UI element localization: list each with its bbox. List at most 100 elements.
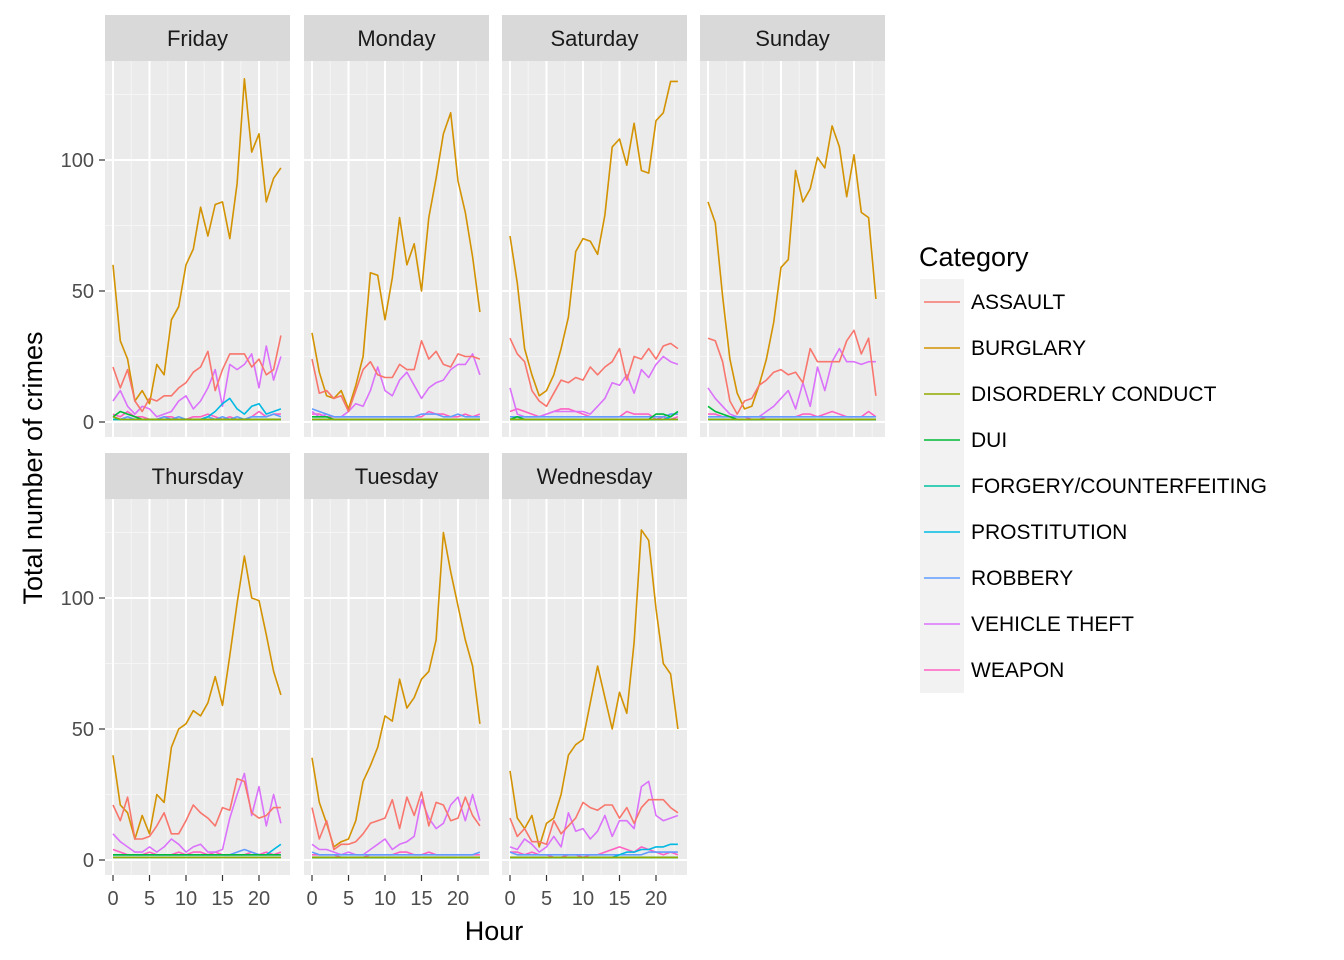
x-tick-label: 10 — [374, 888, 396, 910]
facet-strip — [502, 15, 687, 61]
series-line-burglary — [112, 555, 282, 840]
legend-label: VEHICLE THEFT — [971, 613, 1134, 636]
legend-label: ROBBERY — [971, 567, 1073, 590]
series-line-vehicle-theft — [112, 772, 282, 853]
series-line-robbery — [510, 413, 678, 418]
facet-panel-saturday: Saturday — [502, 15, 687, 437]
x-tick-label: 15 — [410, 888, 432, 910]
facet-strip — [304, 453, 489, 499]
facet-panel-tuesday: Tuesday — [304, 453, 489, 875]
x-axis-title: Hour — [465, 916, 524, 946]
y-tick-label: 0 — [83, 412, 94, 434]
facet-panel-wednesday: Wednesday — [502, 453, 687, 875]
legend: Category ASSAULT BURGLARY DISORDERLY CONDU… — [919, 242, 1267, 693]
series-lines — [509, 80, 679, 421]
panel-background — [700, 61, 885, 437]
facet-panel-monday: Monday — [304, 15, 489, 437]
legend-entry: WEAPON — [920, 647, 1064, 693]
series-line-vehicle-theft — [509, 780, 679, 853]
legend-entry: PROSTITUTION — [920, 509, 1127, 555]
panels-layer: Friday Monday Saturday Sunday Thursday Tuesda… — [105, 15, 885, 875]
legend-entry: BURGLARY — [920, 325, 1086, 371]
x-tick-label: 0 — [306, 888, 317, 910]
series-lines — [311, 531, 481, 859]
legend-label: WEAPON — [971, 659, 1064, 682]
series-line-burglary — [509, 80, 678, 397]
legend-entry: ASSAULT — [920, 279, 1065, 325]
legend-entry: DISORDERLY CONDUCT — [920, 371, 1217, 417]
gridlines — [304, 499, 489, 875]
series-line-burglary — [311, 531, 481, 848]
series-line-burglary — [311, 112, 481, 410]
series-lines — [707, 125, 877, 421]
y-axis-title: Total number of crimes — [18, 331, 48, 604]
series-line-disorderly-conduct — [112, 416, 281, 421]
facet-panel-sunday: Sunday — [700, 15, 885, 437]
facet-strip-label: Wednesday — [537, 464, 653, 489]
gridlines — [105, 499, 290, 875]
gridlines — [502, 61, 687, 437]
panel-background — [105, 61, 290, 437]
series-line-assault — [311, 791, 481, 851]
x-tick-label: 5 — [541, 888, 552, 910]
y-tick-label: 50 — [72, 719, 94, 741]
legend-entry: ROBBERY — [920, 555, 1073, 601]
series-line-robbery — [311, 851, 481, 856]
x-tick-label: 20 — [645, 888, 667, 910]
series-lines — [509, 529, 679, 859]
facet-strip — [105, 15, 290, 61]
legend-entry: FORGERY/COUNTERFEITING — [920, 463, 1267, 509]
legend-label: ASSAULT — [971, 291, 1065, 314]
series-line-assault — [311, 339, 481, 413]
facet-panel-friday: Friday — [105, 15, 290, 437]
x-axis-layer: 0 5 10 15 20 0 5 10 15 20 0 5 10 15 20 — [107, 875, 667, 910]
facet-strip-label: Friday — [167, 26, 228, 51]
gridlines — [105, 61, 290, 437]
facet-strip — [105, 453, 290, 499]
panel-background — [105, 499, 290, 875]
facet-strip — [700, 15, 885, 61]
x-tick-label: 5 — [144, 888, 155, 910]
legend-label: DUI — [971, 429, 1007, 452]
x-tick-label: 5 — [343, 888, 354, 910]
series-line-robbery — [311, 408, 480, 418]
series-line-vehicle-theft — [112, 345, 282, 418]
series-line-assault — [509, 798, 679, 846]
x-tick-label: 15 — [608, 888, 630, 910]
facet-strip-label: Saturday — [550, 26, 638, 51]
facet-strip-label: Thursday — [152, 464, 244, 489]
x-tick-label: 0 — [504, 888, 515, 910]
series-line-weapon — [112, 410, 281, 421]
series-lines — [311, 112, 481, 421]
facet-strip-label: Sunday — [755, 26, 830, 51]
y-tick-label: 50 — [72, 281, 94, 303]
x-tick-label: 10 — [175, 888, 197, 910]
x-tick-label: 15 — [211, 888, 233, 910]
legend-label: DISORDERLY CONDUCT — [971, 383, 1217, 406]
legend-entry: DUI — [920, 417, 1007, 463]
legend-label: PROSTITUTION — [971, 521, 1127, 544]
legend-title: Category — [919, 242, 1029, 272]
legend-items: ASSAULT BURGLARY DISORDERLY CONDUCT DUI FORG… — [920, 279, 1267, 693]
legend-entry: VEHICLE THEFT — [920, 601, 1134, 647]
series-lines — [112, 555, 282, 859]
series-line-assault — [112, 777, 281, 840]
facet-strip — [304, 15, 489, 61]
facet-strip-label: Monday — [357, 26, 435, 51]
series-lines — [112, 78, 282, 421]
facet-panel-thursday: Thursday — [105, 453, 290, 875]
facet-strip-label: Tuesday — [355, 464, 439, 489]
x-tick-label: 10 — [572, 888, 594, 910]
series-line-burglary — [112, 78, 282, 405]
y-tick-label: 100 — [61, 588, 94, 610]
series-line-assault — [707, 329, 877, 415]
series-line-assault — [509, 337, 679, 408]
gridlines — [304, 61, 489, 437]
x-tick-label: 20 — [447, 888, 469, 910]
legend-label: BURGLARY — [971, 337, 1086, 360]
gridlines — [700, 61, 885, 437]
x-tick-label: 0 — [107, 888, 118, 910]
series-line-assault — [112, 335, 282, 413]
series-line-burglary — [707, 125, 877, 410]
legend-label: FORGERY/COUNTERFEITING — [971, 475, 1267, 498]
